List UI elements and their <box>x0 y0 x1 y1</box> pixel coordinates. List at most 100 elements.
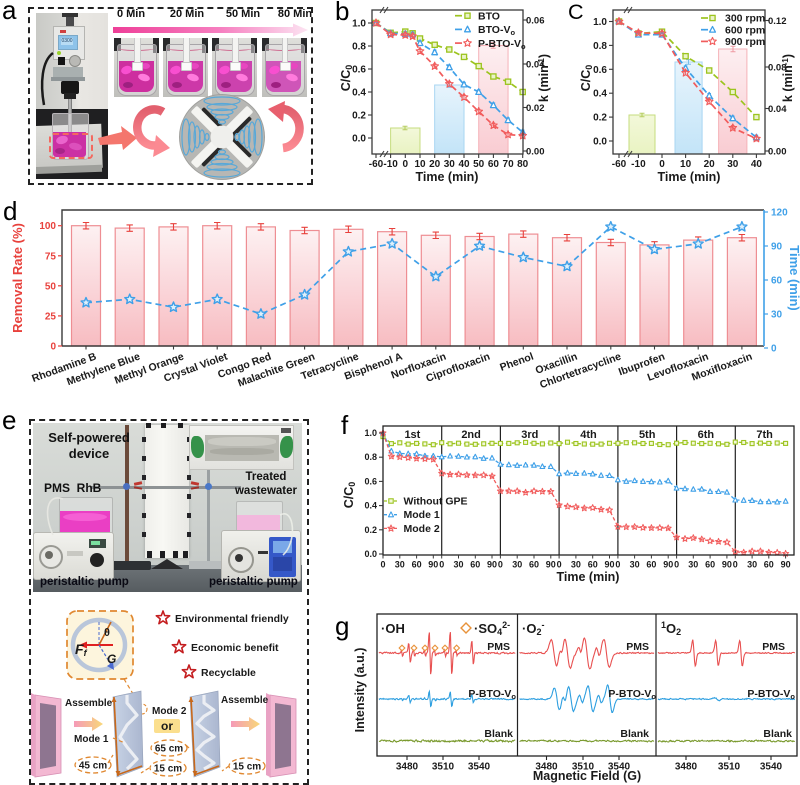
svg-text:BTO: BTO <box>478 10 500 22</box>
svg-text:C/C0: C/C0 <box>339 65 354 92</box>
svg-text:1.0: 1.0 <box>364 428 377 438</box>
svg-text:-60: -60 <box>612 159 627 170</box>
svg-text:50: 50 <box>473 159 485 170</box>
svg-text:20: 20 <box>429 159 441 170</box>
svg-text:-10: -10 <box>383 159 398 170</box>
svg-text:P-BTO-Vo: P-BTO-Vo <box>468 688 516 701</box>
svg-text:40: 40 <box>458 159 470 170</box>
svg-text:P-BTO-Vo: P-BTO-Vo <box>747 688 795 701</box>
svg-text:0.4: 0.4 <box>352 88 366 99</box>
svg-text:Time (min): Time (min) <box>557 570 620 584</box>
svg-text:C/C0: C/C0 <box>342 482 357 509</box>
svg-text:30: 30 <box>571 560 581 570</box>
svg-text:4th: 4th <box>580 429 597 441</box>
svg-text:Mode 1: Mode 1 <box>404 509 440 521</box>
svg-text:P-BTO-Vo: P-BTO-Vo <box>478 38 526 51</box>
svg-text:30: 30 <box>727 159 739 170</box>
svg-text:G: G <box>107 652 116 666</box>
svg-text:0.6: 0.6 <box>352 65 366 76</box>
svg-text:120: 120 <box>771 208 788 219</box>
svg-text:30: 30 <box>395 560 405 570</box>
svg-text:30: 30 <box>444 159 456 170</box>
svg-text:0.8: 0.8 <box>352 42 366 53</box>
svg-text:0.8: 0.8 <box>364 452 377 462</box>
svg-text:0.02: 0.02 <box>526 103 545 114</box>
svg-text:3540: 3540 <box>468 762 491 773</box>
svg-text:Mode 2: Mode 2 <box>152 706 187 717</box>
svg-text:90: 90 <box>663 560 673 570</box>
svg-text:Recyclable: Recyclable <box>201 667 256 679</box>
svg-text:25: 25 <box>45 311 57 322</box>
svg-text:or: or <box>161 719 173 733</box>
svg-text:Assemble: Assemble <box>221 695 269 706</box>
svg-text:3540: 3540 <box>760 762 783 773</box>
svg-text:90: 90 <box>487 560 497 570</box>
svg-text:Removal Rate (%): Removal Rate (%) <box>10 223 25 333</box>
svg-text:50: 50 <box>45 281 57 292</box>
svg-text:0.04: 0.04 <box>768 104 787 115</box>
svg-text:0.4: 0.4 <box>593 89 607 100</box>
svg-text:60: 60 <box>412 560 422 570</box>
svg-text:90: 90 <box>781 560 791 570</box>
svg-text:60: 60 <box>488 159 500 170</box>
svg-text:40: 40 <box>751 159 763 170</box>
svg-text:k (min-1): k (min-1) <box>781 54 796 102</box>
svg-text:0.00: 0.00 <box>526 147 545 158</box>
svg-text:20: 20 <box>704 159 716 170</box>
svg-text:0.2: 0.2 <box>593 113 607 124</box>
svg-text:1st: 1st <box>404 429 420 441</box>
svg-text:100: 100 <box>39 221 56 232</box>
svg-text:75: 75 <box>45 251 57 262</box>
svg-text:k (min-1): k (min-1) <box>537 54 552 102</box>
svg-text:C/C0: C/C0 <box>579 65 594 92</box>
svg-text:Phenol: Phenol <box>498 351 535 374</box>
svg-text:0.6: 0.6 <box>364 476 377 486</box>
svg-text:Intensity (a.u.): Intensity (a.u.) <box>353 648 367 733</box>
svg-text:5th: 5th <box>639 429 656 441</box>
svg-text:BTO-Vo: BTO-Vo <box>478 24 515 37</box>
svg-text:1.0: 1.0 <box>352 19 366 30</box>
svg-text:0.2: 0.2 <box>364 525 377 535</box>
svg-text:0.06: 0.06 <box>526 16 545 27</box>
svg-text:60: 60 <box>764 560 774 570</box>
svg-text:3510: 3510 <box>718 762 741 773</box>
svg-text:10: 10 <box>680 159 692 170</box>
svg-text:300 rpm: 300 rpm <box>725 13 765 25</box>
svg-text:PMS: PMS <box>762 641 785 653</box>
svg-text:70: 70 <box>503 159 515 170</box>
svg-text:90: 90 <box>428 560 438 570</box>
svg-text:90: 90 <box>546 560 556 570</box>
svg-text:0.00: 0.00 <box>768 147 787 158</box>
svg-text:3480: 3480 <box>535 762 558 773</box>
svg-text:0: 0 <box>659 159 665 170</box>
svg-text:0: 0 <box>615 560 620 570</box>
svg-text:3510: 3510 <box>432 762 455 773</box>
svg-text:0.8: 0.8 <box>593 41 607 52</box>
svg-text:Without GPE: Without GPE <box>404 496 468 508</box>
svg-text:·O2-: ·O2- <box>522 620 544 637</box>
svg-text:80: 80 <box>517 159 529 170</box>
svg-text:PMS: PMS <box>487 641 510 653</box>
svg-text:-60: -60 <box>369 159 384 170</box>
svg-text:Blank: Blank <box>763 728 792 740</box>
svg-text:90: 90 <box>722 560 732 570</box>
svg-text:-10: -10 <box>631 159 646 170</box>
svg-text:Time (min): Time (min) <box>787 245 800 311</box>
svg-text:Environmental friendly: Environmental friendly <box>175 613 289 625</box>
svg-text:0: 0 <box>439 560 444 570</box>
svg-text:60: 60 <box>529 560 539 570</box>
svg-text:900 rpm: 900 rpm <box>725 36 765 48</box>
svg-text:0: 0 <box>403 159 409 170</box>
svg-text:7th: 7th <box>756 429 773 441</box>
svg-text:·OH: ·OH <box>381 621 405 636</box>
svg-text:3rd: 3rd <box>521 429 538 441</box>
svg-text:60: 60 <box>470 560 480 570</box>
svg-text:0: 0 <box>380 560 385 570</box>
svg-text:Blank: Blank <box>620 728 649 740</box>
svg-text:1.0: 1.0 <box>593 17 607 28</box>
svg-text:Time (min): Time (min) <box>658 170 721 184</box>
svg-text:3540: 3540 <box>608 762 631 773</box>
svg-text:30: 30 <box>771 310 783 321</box>
svg-text:Assemble: Assemble <box>65 698 113 709</box>
svg-text:θ: θ <box>104 627 110 639</box>
